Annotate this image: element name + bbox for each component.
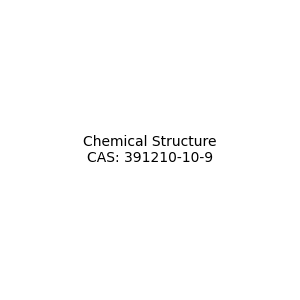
Text: Chemical Structure
CAS: 391210-10-9: Chemical Structure CAS: 391210-10-9 xyxy=(83,135,217,165)
